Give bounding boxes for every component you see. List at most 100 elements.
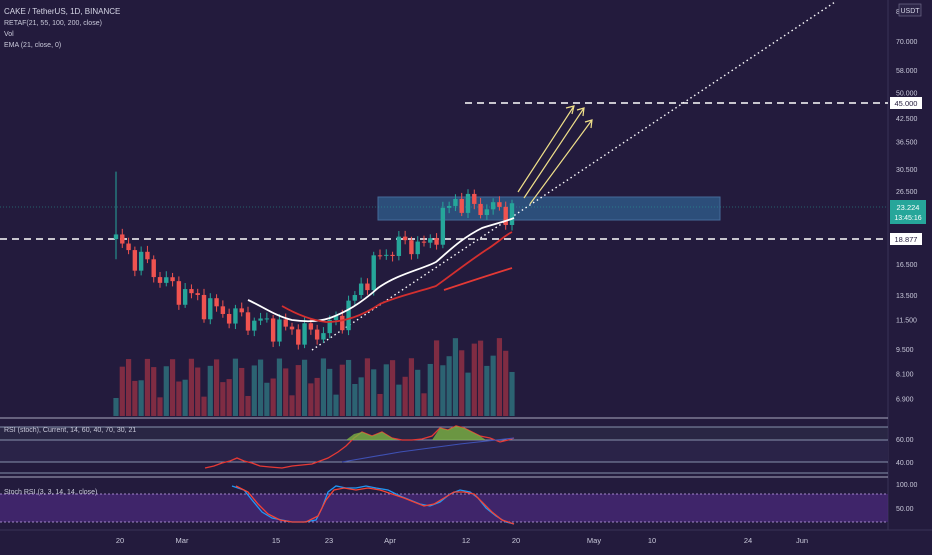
stoch-d-line bbox=[235, 485, 515, 525]
candle-body bbox=[503, 206, 508, 226]
stoch-tick-50: 50.00 bbox=[896, 506, 914, 513]
projection-arrow-3 bbox=[529, 119, 593, 205]
projection-arrowhead-1 bbox=[565, 105, 575, 115]
time-tick-label: 24 bbox=[744, 536, 752, 545]
candle-body bbox=[201, 294, 207, 320]
volume-bar bbox=[440, 365, 446, 416]
resistance-box[interactable] bbox=[377, 196, 721, 221]
candle-body bbox=[226, 313, 232, 324]
indicator-legend-3[interactable]: EMA (21, close, 0) bbox=[4, 42, 61, 49]
volume-bar bbox=[251, 365, 257, 416]
volume-bar bbox=[364, 358, 371, 416]
projection-arrows[interactable] bbox=[517, 105, 593, 205]
rsi-overbought-fill-2 bbox=[432, 426, 486, 440]
candle-body bbox=[176, 281, 182, 305]
unit-badge bbox=[898, 3, 922, 17]
candle-body bbox=[296, 329, 301, 345]
volume-bar bbox=[245, 395, 251, 416]
ema-long-line bbox=[443, 267, 513, 291]
candle-body bbox=[352, 295, 358, 301]
candle-body bbox=[126, 243, 131, 251]
volume-bar bbox=[188, 358, 195, 416]
candle-body bbox=[270, 318, 276, 342]
volume-bars bbox=[113, 338, 515, 416]
candle-body bbox=[415, 241, 420, 255]
candle-body bbox=[120, 234, 125, 244]
candle-body bbox=[233, 308, 238, 324]
candle-body bbox=[434, 238, 439, 245]
price-tick-label: 9.500 bbox=[896, 347, 914, 354]
stoch-tick-100: 100.00 bbox=[896, 482, 918, 489]
current-price-value: 23.224 bbox=[897, 203, 920, 212]
volume-bar bbox=[113, 398, 119, 416]
volume-bar bbox=[119, 366, 125, 416]
volume-bar bbox=[490, 355, 496, 416]
volume-bar bbox=[471, 343, 477, 416]
candle-body bbox=[164, 277, 169, 283]
time-tick-label: May bbox=[587, 536, 601, 545]
volume-bar bbox=[402, 376, 408, 416]
time-tick-label: 10 bbox=[648, 536, 656, 545]
price-tick-label: 11.500 bbox=[896, 318, 917, 325]
volume-bar bbox=[320, 358, 327, 416]
time-tick-label: Apr bbox=[384, 536, 396, 545]
candle-body bbox=[314, 329, 320, 340]
candle-body bbox=[182, 289, 188, 305]
indicator-legend-2[interactable]: Vol bbox=[4, 31, 14, 38]
volume-bar bbox=[408, 358, 415, 416]
candle-body bbox=[208, 298, 213, 320]
candle-body bbox=[333, 315, 339, 321]
stoch-legend[interactable]: Stoch RSI (3, 3, 14, 14, close) bbox=[4, 489, 97, 496]
candle-body bbox=[396, 236, 402, 256]
rsi-signal-line bbox=[341, 437, 515, 463]
volume-bar bbox=[201, 396, 207, 416]
volume-bar bbox=[358, 377, 364, 416]
volume-bar bbox=[276, 358, 283, 416]
volume-bar bbox=[465, 372, 471, 416]
volume-bar bbox=[509, 371, 515, 416]
ema-slow-line bbox=[281, 231, 513, 323]
time-tick-label: 23 bbox=[325, 536, 333, 545]
candle-body bbox=[358, 283, 364, 296]
level-low-badge bbox=[890, 233, 922, 245]
candle-body bbox=[289, 326, 295, 330]
volume-bar bbox=[327, 368, 333, 416]
price-tick-label: 36.500 bbox=[896, 139, 918, 146]
volume-bar bbox=[283, 368, 289, 416]
candle-body bbox=[302, 323, 307, 345]
volume-bar bbox=[446, 356, 452, 416]
projection-arrowhead-2 bbox=[576, 107, 585, 117]
candles bbox=[113, 171, 515, 350]
candle-body bbox=[472, 193, 477, 204]
candle-body bbox=[138, 251, 144, 271]
volume-bar bbox=[459, 350, 465, 416]
countdown-value: 13:45:16 bbox=[894, 215, 921, 222]
time-tick-label: Jun bbox=[796, 536, 808, 545]
chart-title[interactable]: CAKE / TetherUS, 1D, BINANCE bbox=[4, 7, 120, 16]
candle-body bbox=[308, 323, 314, 330]
time-axis[interactable]: 20 Mar 15 23 Apr 12 20 May 10 24 Jun bbox=[116, 536, 808, 545]
volume-bar bbox=[138, 380, 144, 416]
volume-bar bbox=[301, 359, 308, 416]
candle-body bbox=[497, 202, 502, 207]
unit-label: USDT bbox=[900, 8, 920, 15]
volume-bar bbox=[371, 369, 377, 416]
rsi-legend[interactable]: RSI (stoch), Current, 14, 60, 40, 70, 30… bbox=[4, 427, 136, 434]
time-tick-label: 20 bbox=[116, 536, 124, 545]
candle-body bbox=[327, 320, 332, 334]
price-tick-label: 26.500 bbox=[896, 189, 918, 196]
price-tick-label: 42.500 bbox=[896, 116, 918, 123]
volume-bar bbox=[352, 384, 358, 416]
indicator-legend-1[interactable]: RETAF(21, 55, 100, 200, close) bbox=[4, 20, 102, 27]
candle-body bbox=[264, 318, 270, 320]
candle-body bbox=[277, 319, 282, 342]
candle-body bbox=[465, 193, 471, 213]
volume-bar bbox=[503, 350, 509, 416]
volume-bar bbox=[132, 380, 138, 416]
trend-line[interactable] bbox=[311, 1, 836, 351]
candle-body bbox=[151, 259, 156, 278]
candle-body bbox=[220, 306, 226, 314]
rsi-band bbox=[0, 440, 888, 462]
